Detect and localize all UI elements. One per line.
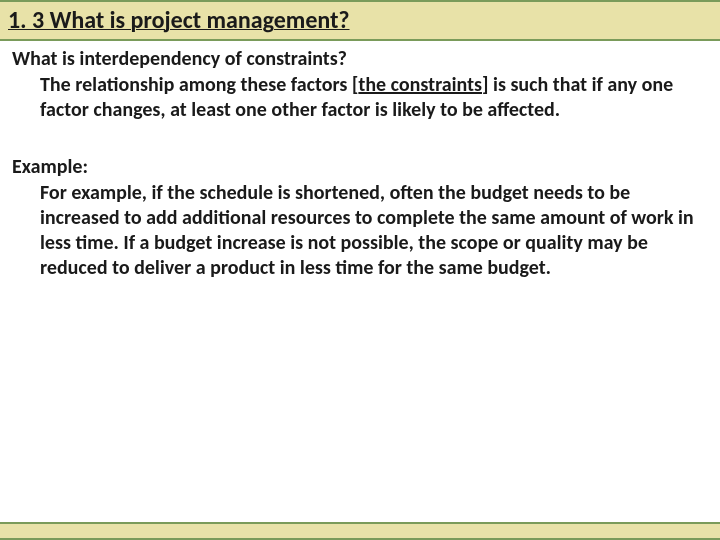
section-heading-example: Example:: [12, 155, 708, 179]
section-body-example: For example, if the schedule is shortene…: [12, 181, 708, 281]
footer-band: [0, 522, 720, 540]
content-area: What is interdependency of constraints? …: [0, 41, 720, 281]
section-body-interdependency: The relationship among these factors [th…: [12, 73, 708, 123]
section-heading-interdependency: What is interdependency of constraints?: [12, 47, 708, 71]
page-title: 1. 3 What is project management?: [8, 6, 712, 35]
body-text-underlined: the constraints: [358, 73, 482, 97]
section-gap: [12, 123, 708, 155]
body-text-before: The relationship among these factors [: [40, 73, 358, 97]
title-bar: 1. 3 What is project management?: [0, 0, 720, 41]
